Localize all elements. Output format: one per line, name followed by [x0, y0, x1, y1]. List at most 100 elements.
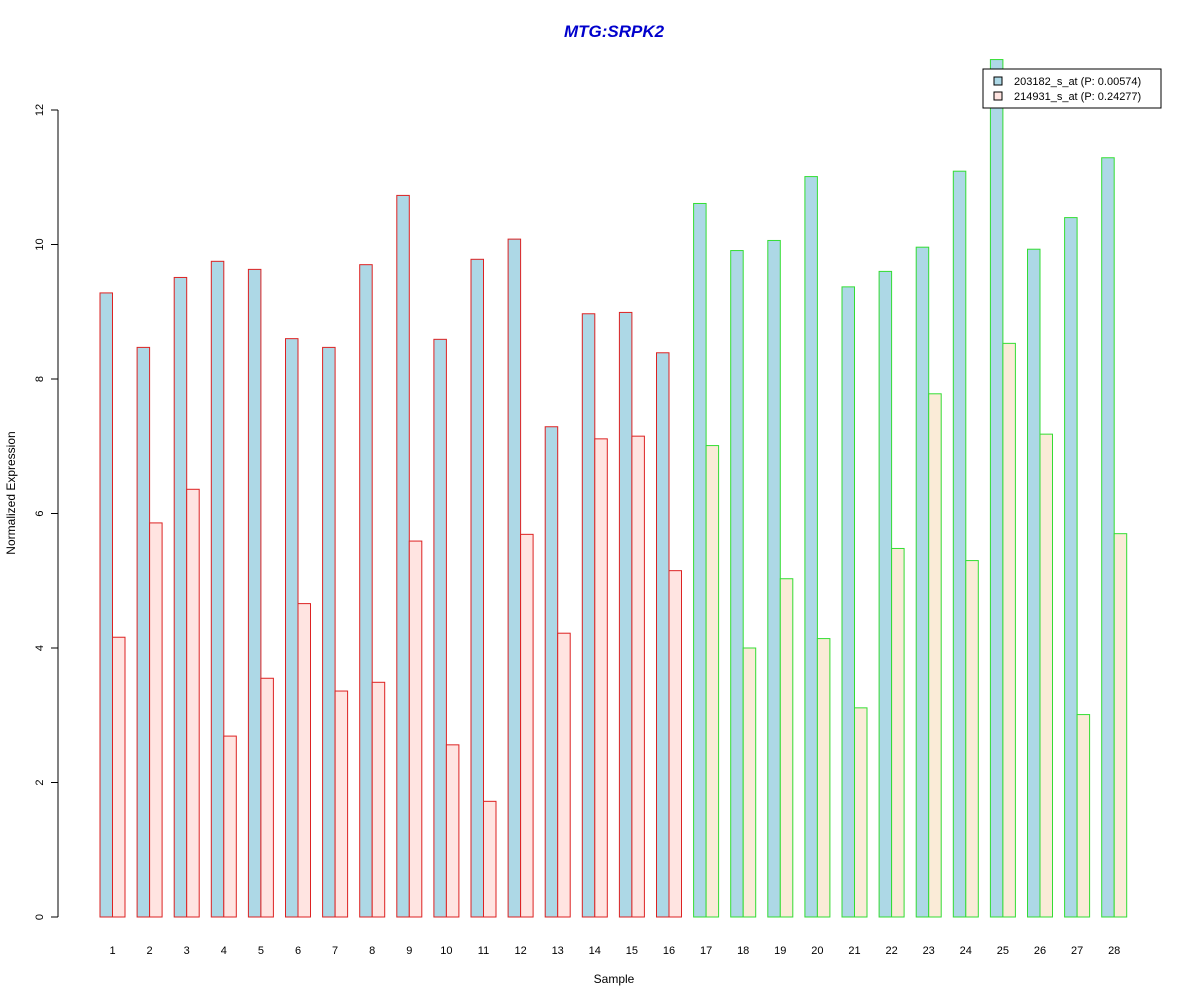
bar-203182-s-at	[693, 202, 707, 918]
bar-214931-s-at	[1113, 533, 1128, 918]
bar-203182-s-at	[136, 346, 151, 918]
bar-203182-s-at	[1027, 248, 1041, 918]
bar-203182-s-at	[322, 346, 336, 918]
bar-214931-s-at	[223, 735, 237, 918]
bar-203182-s-at	[1101, 157, 1115, 918]
bar-214931-s-at	[371, 681, 386, 918]
bar-203182-s-at	[247, 268, 262, 918]
bar-203182-s-at	[581, 313, 596, 918]
y-tick-label: 12	[34, 104, 46, 116]
bar-214931-s-at	[297, 603, 311, 918]
bar-203182-s-at	[989, 59, 1004, 918]
bar-214931-s-at	[594, 438, 608, 918]
bar-203182-s-at	[656, 352, 670, 918]
legend-box	[982, 68, 1162, 109]
bar-214931-s-at	[816, 638, 831, 918]
x-tick-label: 1	[109, 945, 115, 957]
bar-203182-s-at	[804, 176, 818, 918]
bar-203182-s-at	[952, 170, 967, 918]
x-tick-label: 26	[1034, 945, 1046, 957]
x-tick-label: 2	[147, 945, 153, 957]
bar-214931-s-at	[854, 707, 868, 918]
y-tick-label: 8	[34, 376, 46, 382]
legend-label: 203182_s_at (P: 0.00574)	[1014, 76, 1141, 88]
bar-203182-s-at	[173, 276, 188, 918]
bar-214931-s-at	[112, 636, 126, 918]
x-tick-label: 5	[258, 945, 264, 957]
bar-203182-s-at	[396, 194, 410, 918]
bar-214931-s-at	[1076, 714, 1091, 918]
bar-203182-s-at	[878, 270, 893, 918]
x-tick-label: 20	[811, 945, 823, 957]
y-axis: 0 2 4 6 8 10 12	[34, 104, 59, 920]
x-tick-label: 22	[885, 945, 897, 957]
chart-title: MTG:SRPK2	[564, 22, 665, 41]
bar-214931-s-at	[557, 632, 571, 918]
bar-203182-s-at	[433, 338, 447, 918]
legend-swatch	[993, 76, 1003, 86]
x-tick-label: 21	[848, 945, 860, 957]
bar-214931-s-at	[779, 578, 794, 918]
bar-203182-s-at	[730, 250, 744, 918]
x-tick-label: 3	[184, 945, 190, 957]
x-axis-label: Sample	[594, 972, 635, 986]
bar-203182-s-at	[915, 246, 930, 918]
y-tick-label: 4	[34, 645, 46, 651]
x-tick-label: 16	[663, 945, 675, 957]
x-tick-label: 17	[700, 945, 712, 957]
y-tick-label: 10	[34, 238, 46, 250]
bar-214931-s-at	[149, 522, 163, 918]
bars-group	[99, 59, 1128, 918]
x-tick-label: 4	[221, 945, 227, 957]
bar-203182-s-at	[507, 238, 522, 918]
bar-214931-s-at	[1002, 342, 1016, 918]
x-tick-label: 9	[406, 945, 412, 957]
bar-214931-s-at	[928, 393, 942, 918]
bar-203182-s-at	[359, 264, 373, 918]
bar-214931-s-at	[260, 677, 274, 918]
bar-214931-s-at	[668, 570, 682, 918]
bar-214931-s-at	[965, 560, 979, 918]
bar-214931-s-at	[445, 744, 460, 918]
x-tick-label: 19	[774, 945, 786, 957]
x-tick-label: 10	[440, 945, 452, 957]
x-tick-labels: 1 2 3 4 5 6 7 8 9 10 11 12 13 14 15 16 17 18 19 20 21 22 23 24 2…	[109, 945, 1120, 957]
bar-214931-s-at	[742, 647, 757, 918]
x-tick-label: 27	[1071, 945, 1083, 957]
bar-214931-s-at	[334, 690, 349, 918]
legend-swatch	[993, 91, 1003, 101]
bar-203182-s-at	[470, 258, 484, 918]
y-tick-label: 2	[34, 779, 46, 785]
bar-203182-s-at	[767, 239, 781, 918]
bar-203182-s-at	[618, 311, 633, 918]
bar-203182-s-at	[285, 338, 299, 918]
bar-214931-s-at	[483, 800, 497, 918]
legend: 203182_s_at (P: 0.00574) 214931_s_at (P: …	[982, 68, 1162, 109]
bar-203182-s-at	[99, 292, 113, 918]
bar-214931-s-at	[631, 435, 645, 918]
x-tick-label: 12	[514, 945, 526, 957]
bar-203182-s-at	[210, 260, 225, 918]
x-tick-label: 6	[295, 945, 301, 957]
x-tick-label: 14	[589, 945, 601, 957]
x-tick-label: 8	[369, 945, 375, 957]
x-tick-label: 15	[626, 945, 638, 957]
x-tick-label: 11	[478, 945, 489, 957]
x-tick-label: 28	[1108, 945, 1120, 957]
bar-214931-s-at	[520, 533, 534, 918]
bar-203182-s-at	[841, 286, 855, 918]
x-tick-label: 23	[923, 945, 935, 957]
bar-214931-s-at	[1039, 433, 1053, 918]
y-axis-label: Normalized Expression	[4, 431, 18, 554]
x-tick-label: 25	[997, 945, 1009, 957]
x-tick-label: 24	[960, 945, 972, 957]
bar-214931-s-at	[705, 445, 720, 918]
x-tick-label: 7	[332, 945, 338, 957]
bar-203182-s-at	[1064, 217, 1078, 918]
bar-203182-s-at	[544, 426, 559, 918]
bar-214931-s-at	[408, 540, 423, 918]
x-tick-label: 13	[552, 945, 564, 957]
y-tick-label: 6	[34, 510, 46, 516]
legend-label: 214931_s_at (P: 0.24277)	[1014, 91, 1141, 103]
